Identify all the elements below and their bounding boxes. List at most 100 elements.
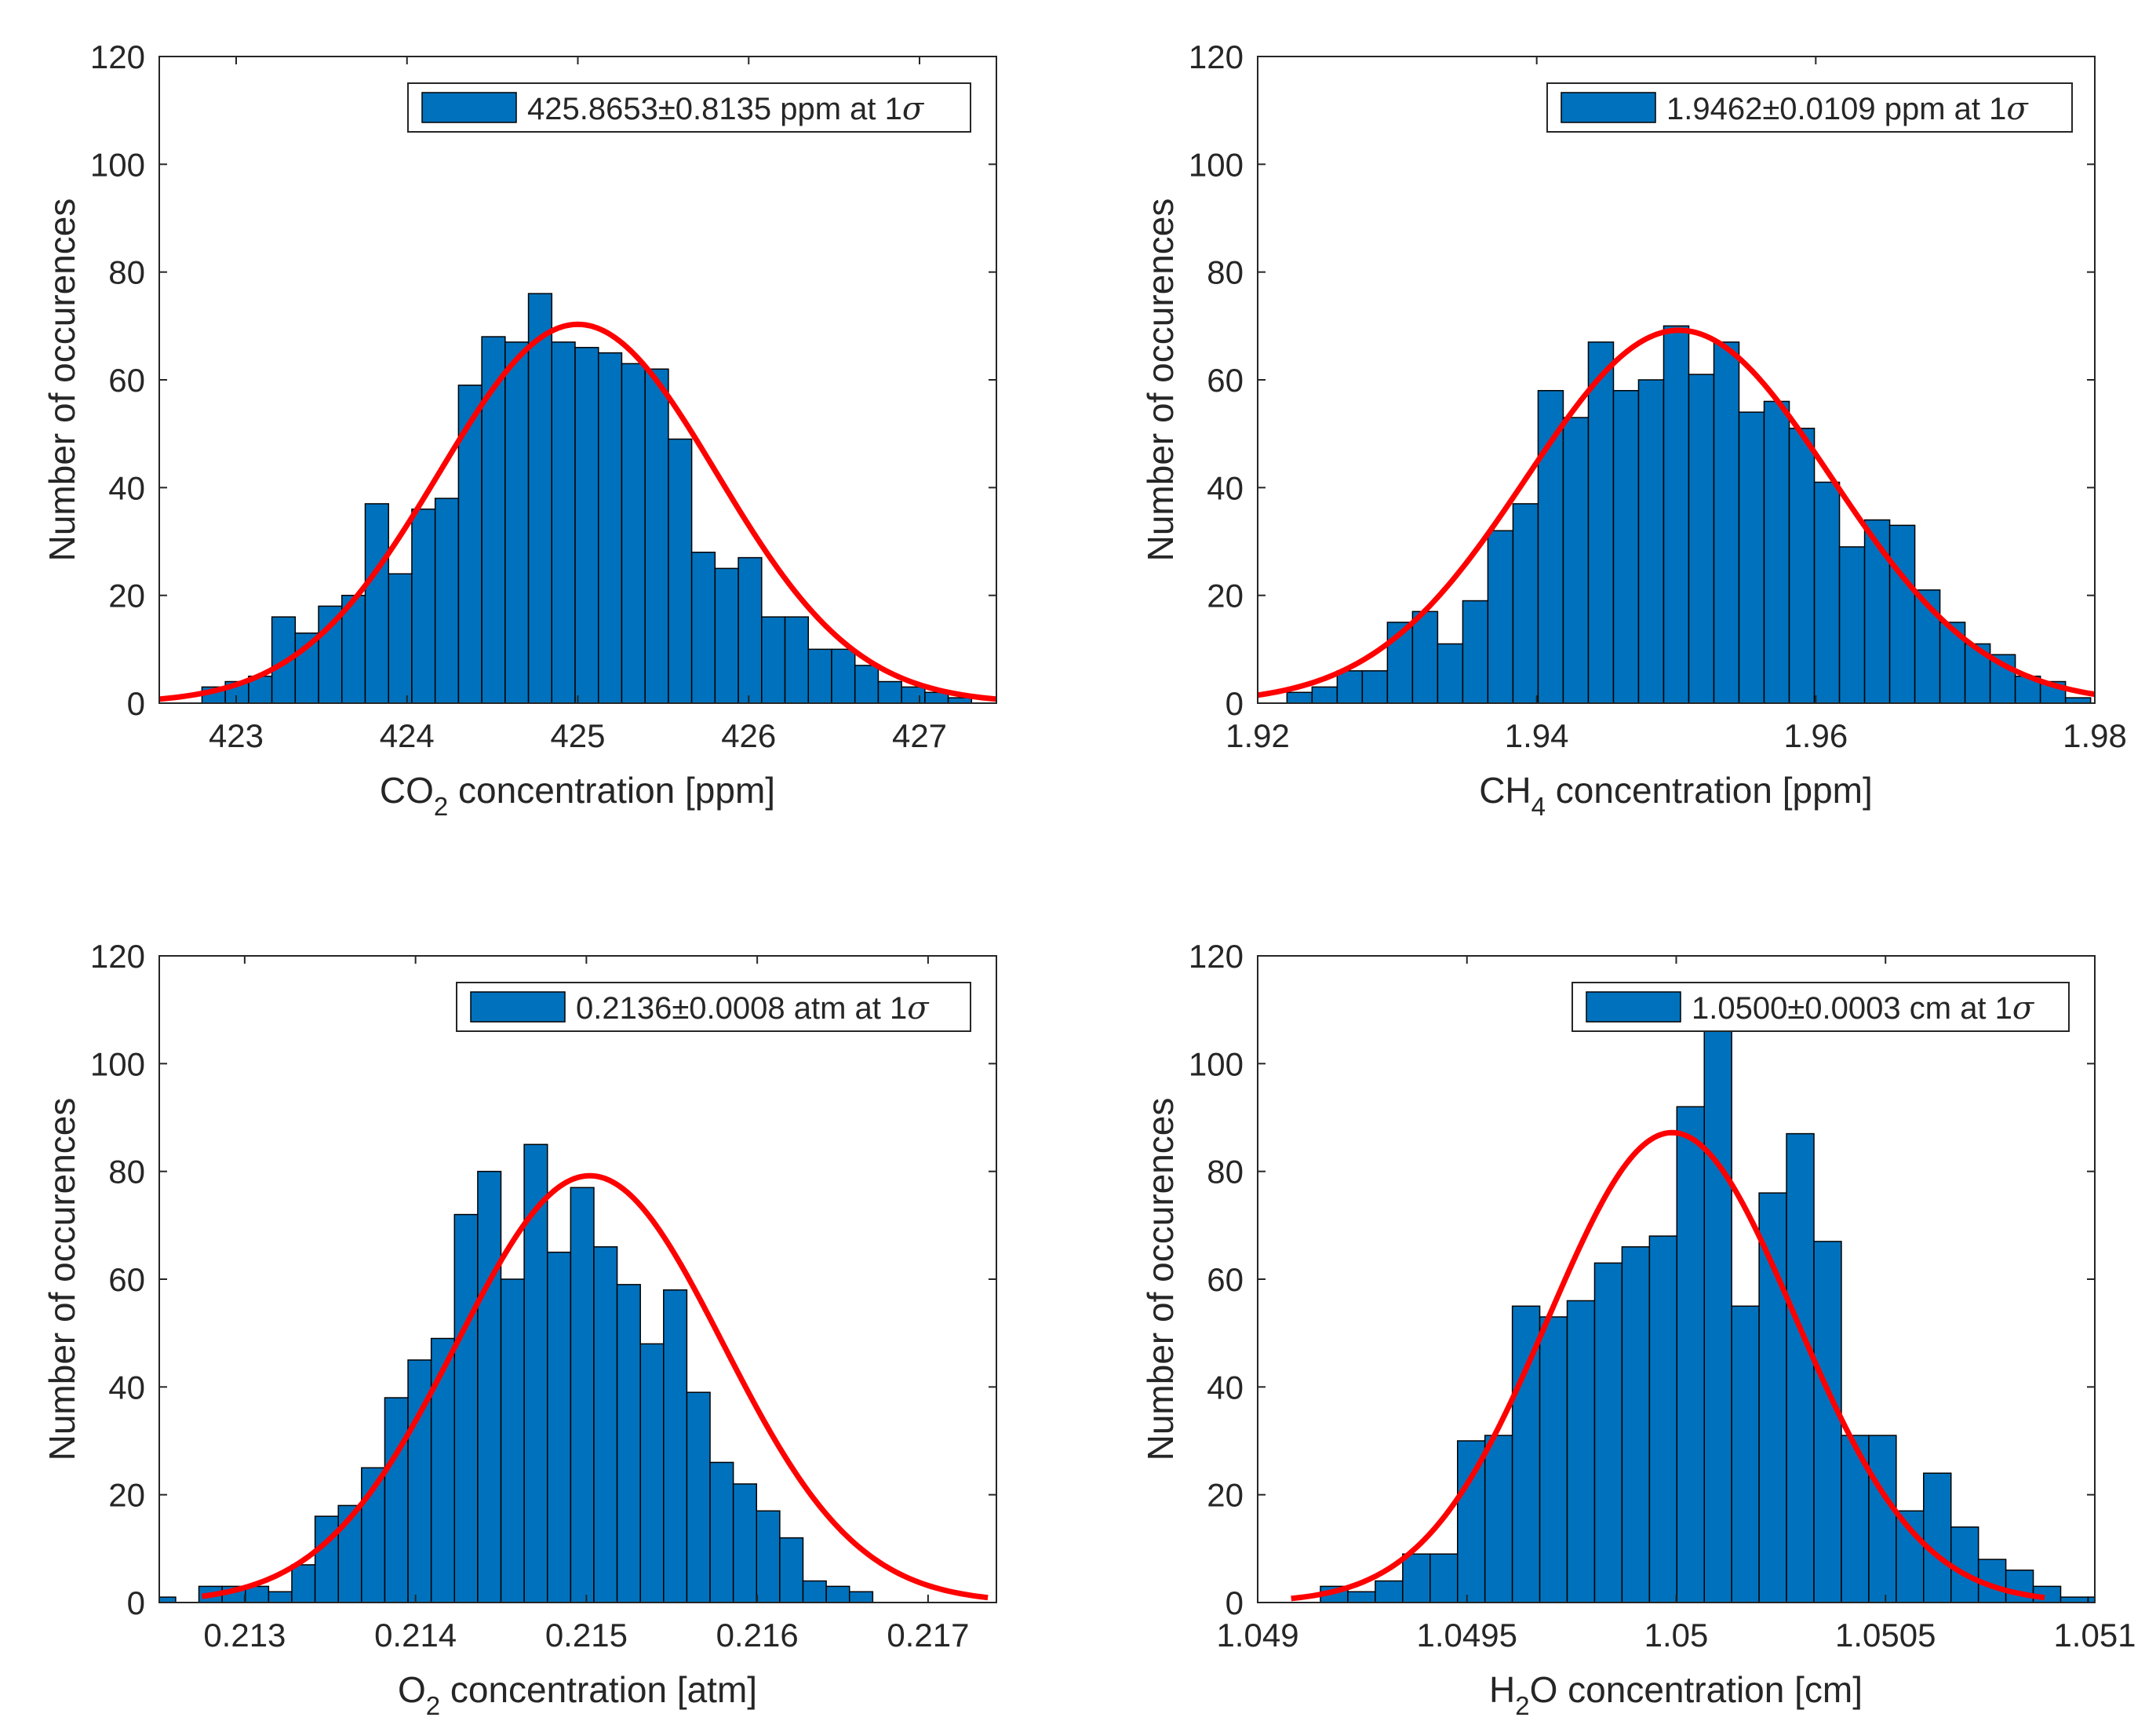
histogram-bar xyxy=(268,1591,293,1603)
histogram-bar xyxy=(1888,524,1916,704)
histogram-bar xyxy=(1676,1106,1705,1603)
legend-label: 425.8653±0.8135 ppm at 1σ xyxy=(527,91,925,127)
y-tick-label: 0 xyxy=(1225,685,1244,722)
x-axis-label: H2O concentration [cm] xyxy=(1489,1669,1863,1720)
y-tick-labels: 0 20 40 60 80 100 120 xyxy=(90,938,145,1621)
axes-box xyxy=(1257,56,2096,704)
legend-label: 1.0500±0.0003 cm at 1σ xyxy=(1692,990,2035,1026)
legend: 1.9462±0.0109 ppm at 1σ xyxy=(1546,82,2073,133)
gaussian-fit-curve xyxy=(1291,1129,2045,1602)
histogram-bar xyxy=(1788,428,1815,704)
legend-swatch xyxy=(1586,991,1681,1023)
histogram-bar xyxy=(570,1187,595,1603)
legend-box xyxy=(407,82,971,133)
x-tick-labels: 423 424 425 426 427 xyxy=(209,717,947,754)
y-tick-label: 40 xyxy=(1207,469,1244,506)
histogram-bar xyxy=(1361,670,1389,704)
y-tick-labels: 0 20 40 60 80 100 120 xyxy=(90,38,145,722)
legend: 1.0500±0.0003 cm at 1σ xyxy=(1571,982,2070,1032)
histogram-bar xyxy=(2064,697,2092,704)
histogram-bar xyxy=(1429,1553,1459,1603)
histogram-bar xyxy=(1923,1472,1952,1603)
histogram-bar xyxy=(737,556,763,704)
x-tick-label: 0.213 xyxy=(203,1617,286,1654)
y-tick-label: 0 xyxy=(127,685,145,722)
histogram-bar xyxy=(690,551,716,704)
x-tick-label: 427 xyxy=(892,717,947,754)
histogram-bar xyxy=(1758,1192,1787,1603)
legend-swatch xyxy=(1561,92,1656,123)
histogram-bar xyxy=(709,1461,734,1603)
y-tick-label: 40 xyxy=(1207,1369,1244,1406)
histogram-bar xyxy=(1487,530,1514,704)
y-axis-label: Number of occurences xyxy=(1140,1098,1181,1461)
histogram-bar xyxy=(1713,341,1740,704)
histogram-bar xyxy=(1457,1440,1486,1603)
y-axis-label: Number of occurences xyxy=(42,199,82,562)
histogram-bar xyxy=(1813,481,1841,704)
x-tick-label: 1.98 xyxy=(2063,717,2127,754)
y-tick-labels: 0 20 40 60 80 100 120 xyxy=(1189,938,1244,1621)
histogram-bar xyxy=(453,1213,479,1603)
histogram-bar xyxy=(1511,1305,1541,1603)
legend-swatch xyxy=(470,991,566,1023)
histogram-bar xyxy=(477,1170,502,1603)
histogram-bar xyxy=(714,567,739,704)
x-tick-label: 1.94 xyxy=(1505,717,1569,754)
histogram-bar xyxy=(621,363,646,704)
legend-swatch xyxy=(421,92,517,123)
histogram-bar xyxy=(500,1278,525,1603)
x-tick-label: 1.049 xyxy=(1216,1617,1298,1654)
legend: 425.8653±0.8135 ppm at 1σ xyxy=(407,82,971,133)
histogram-bar xyxy=(1347,1591,1376,1603)
y-tick-label: 40 xyxy=(108,1369,145,1406)
x-axis-label: CO2 concentration [ppm] xyxy=(380,770,775,821)
histogram-bar xyxy=(411,509,436,704)
histogram-bar xyxy=(831,648,856,704)
histogram-bar xyxy=(732,1483,758,1603)
y-tick-label: 20 xyxy=(108,578,145,614)
histogram-bar xyxy=(434,498,460,704)
histogram-bar xyxy=(574,347,599,704)
gaussian-fit-curve xyxy=(158,321,997,702)
y-axis-label: Number of occurences xyxy=(42,1098,82,1461)
y-tick-label: 100 xyxy=(90,146,145,183)
histogram-bar xyxy=(1950,1526,1979,1603)
histogram-bar xyxy=(2059,1596,2089,1603)
histogram-bar xyxy=(546,1251,572,1603)
y-tick-label: 100 xyxy=(1189,146,1244,183)
x-axis-label: O2 concentration [atm] xyxy=(398,1669,757,1720)
histogram-bar xyxy=(1286,691,1313,704)
axes-box xyxy=(158,56,997,704)
y-tick-label: 100 xyxy=(90,1045,145,1082)
histogram-bar xyxy=(1838,546,1866,704)
histogram-bar xyxy=(291,1564,316,1603)
histogram-bar xyxy=(384,1397,409,1603)
histogram-bar xyxy=(1593,1262,1623,1603)
y-tick-label: 60 xyxy=(1207,362,1244,399)
chart-h2o: 1.049 1.0495 1.05 1.0505 1.051 0 20 40 60 80 100 1… xyxy=(1140,938,2136,1720)
x-tick-label: 423 xyxy=(209,717,264,754)
y-tick-label: 120 xyxy=(1189,938,1244,975)
histogram-bar xyxy=(1484,1435,1513,1603)
histogram-bar xyxy=(779,1537,804,1603)
gaussian-fit-curve xyxy=(201,1172,989,1601)
histogram-bar xyxy=(807,648,832,704)
histogram-bar xyxy=(668,438,693,704)
histogram-bar xyxy=(686,1391,711,1603)
y-tick-label: 80 xyxy=(1207,1154,1244,1191)
y-axis-label: Number of occurences xyxy=(1140,199,1181,562)
histogram-bar xyxy=(597,352,623,704)
y-tick-label: 100 xyxy=(1189,1045,1244,1082)
histogram-bar xyxy=(947,697,973,704)
histogram-bar xyxy=(616,1284,641,1603)
histogram-bar xyxy=(1763,400,1790,704)
histogram-bar xyxy=(761,616,786,704)
histogram-bar xyxy=(1731,1305,1760,1603)
legend: 0.2136±0.0008 atm at 1σ xyxy=(456,982,971,1032)
histogram-bar xyxy=(663,1289,688,1603)
histogram-bar xyxy=(1566,1300,1596,1603)
legend-label: 1.9462±0.0109 ppm at 1σ xyxy=(1666,91,2029,127)
y-tick-label: 80 xyxy=(108,1154,145,1191)
